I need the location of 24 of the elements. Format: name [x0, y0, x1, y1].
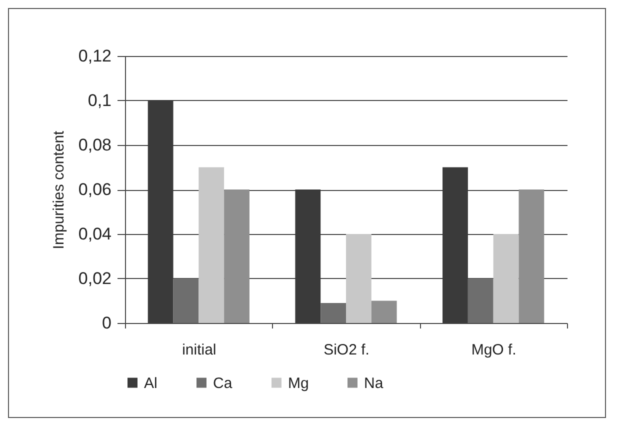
legend-label: Ca — [213, 374, 233, 392]
y-tick-label: 0,12 — [78, 46, 112, 66]
y-tick-label: 0,08 — [78, 136, 112, 154]
x-tick-label: SiO2 f. — [324, 342, 370, 358]
bar — [346, 234, 372, 323]
legend-label: Na — [364, 374, 384, 392]
bar — [320, 302, 346, 323]
bar — [493, 234, 519, 323]
bar — [371, 300, 397, 323]
y-tick-label: 0,06 — [78, 180, 112, 199]
y-tick-label: 0,1 — [88, 91, 112, 110]
legend-label: Mg — [288, 374, 309, 392]
x-tick-label: initial — [182, 342, 216, 358]
bar — [468, 278, 494, 323]
x-tick-label: MgO f. — [471, 342, 516, 358]
bar — [518, 190, 544, 323]
y-axis-title: Impurities content — [50, 130, 68, 250]
y-tick-label: 0,04 — [78, 224, 112, 244]
bar — [224, 190, 250, 323]
bar — [173, 278, 199, 323]
legend-label: Al — [144, 374, 158, 392]
y-tick-label: 0 — [102, 314, 112, 332]
bar — [198, 167, 224, 323]
y-tick-label: 0,02 — [78, 269, 112, 288]
